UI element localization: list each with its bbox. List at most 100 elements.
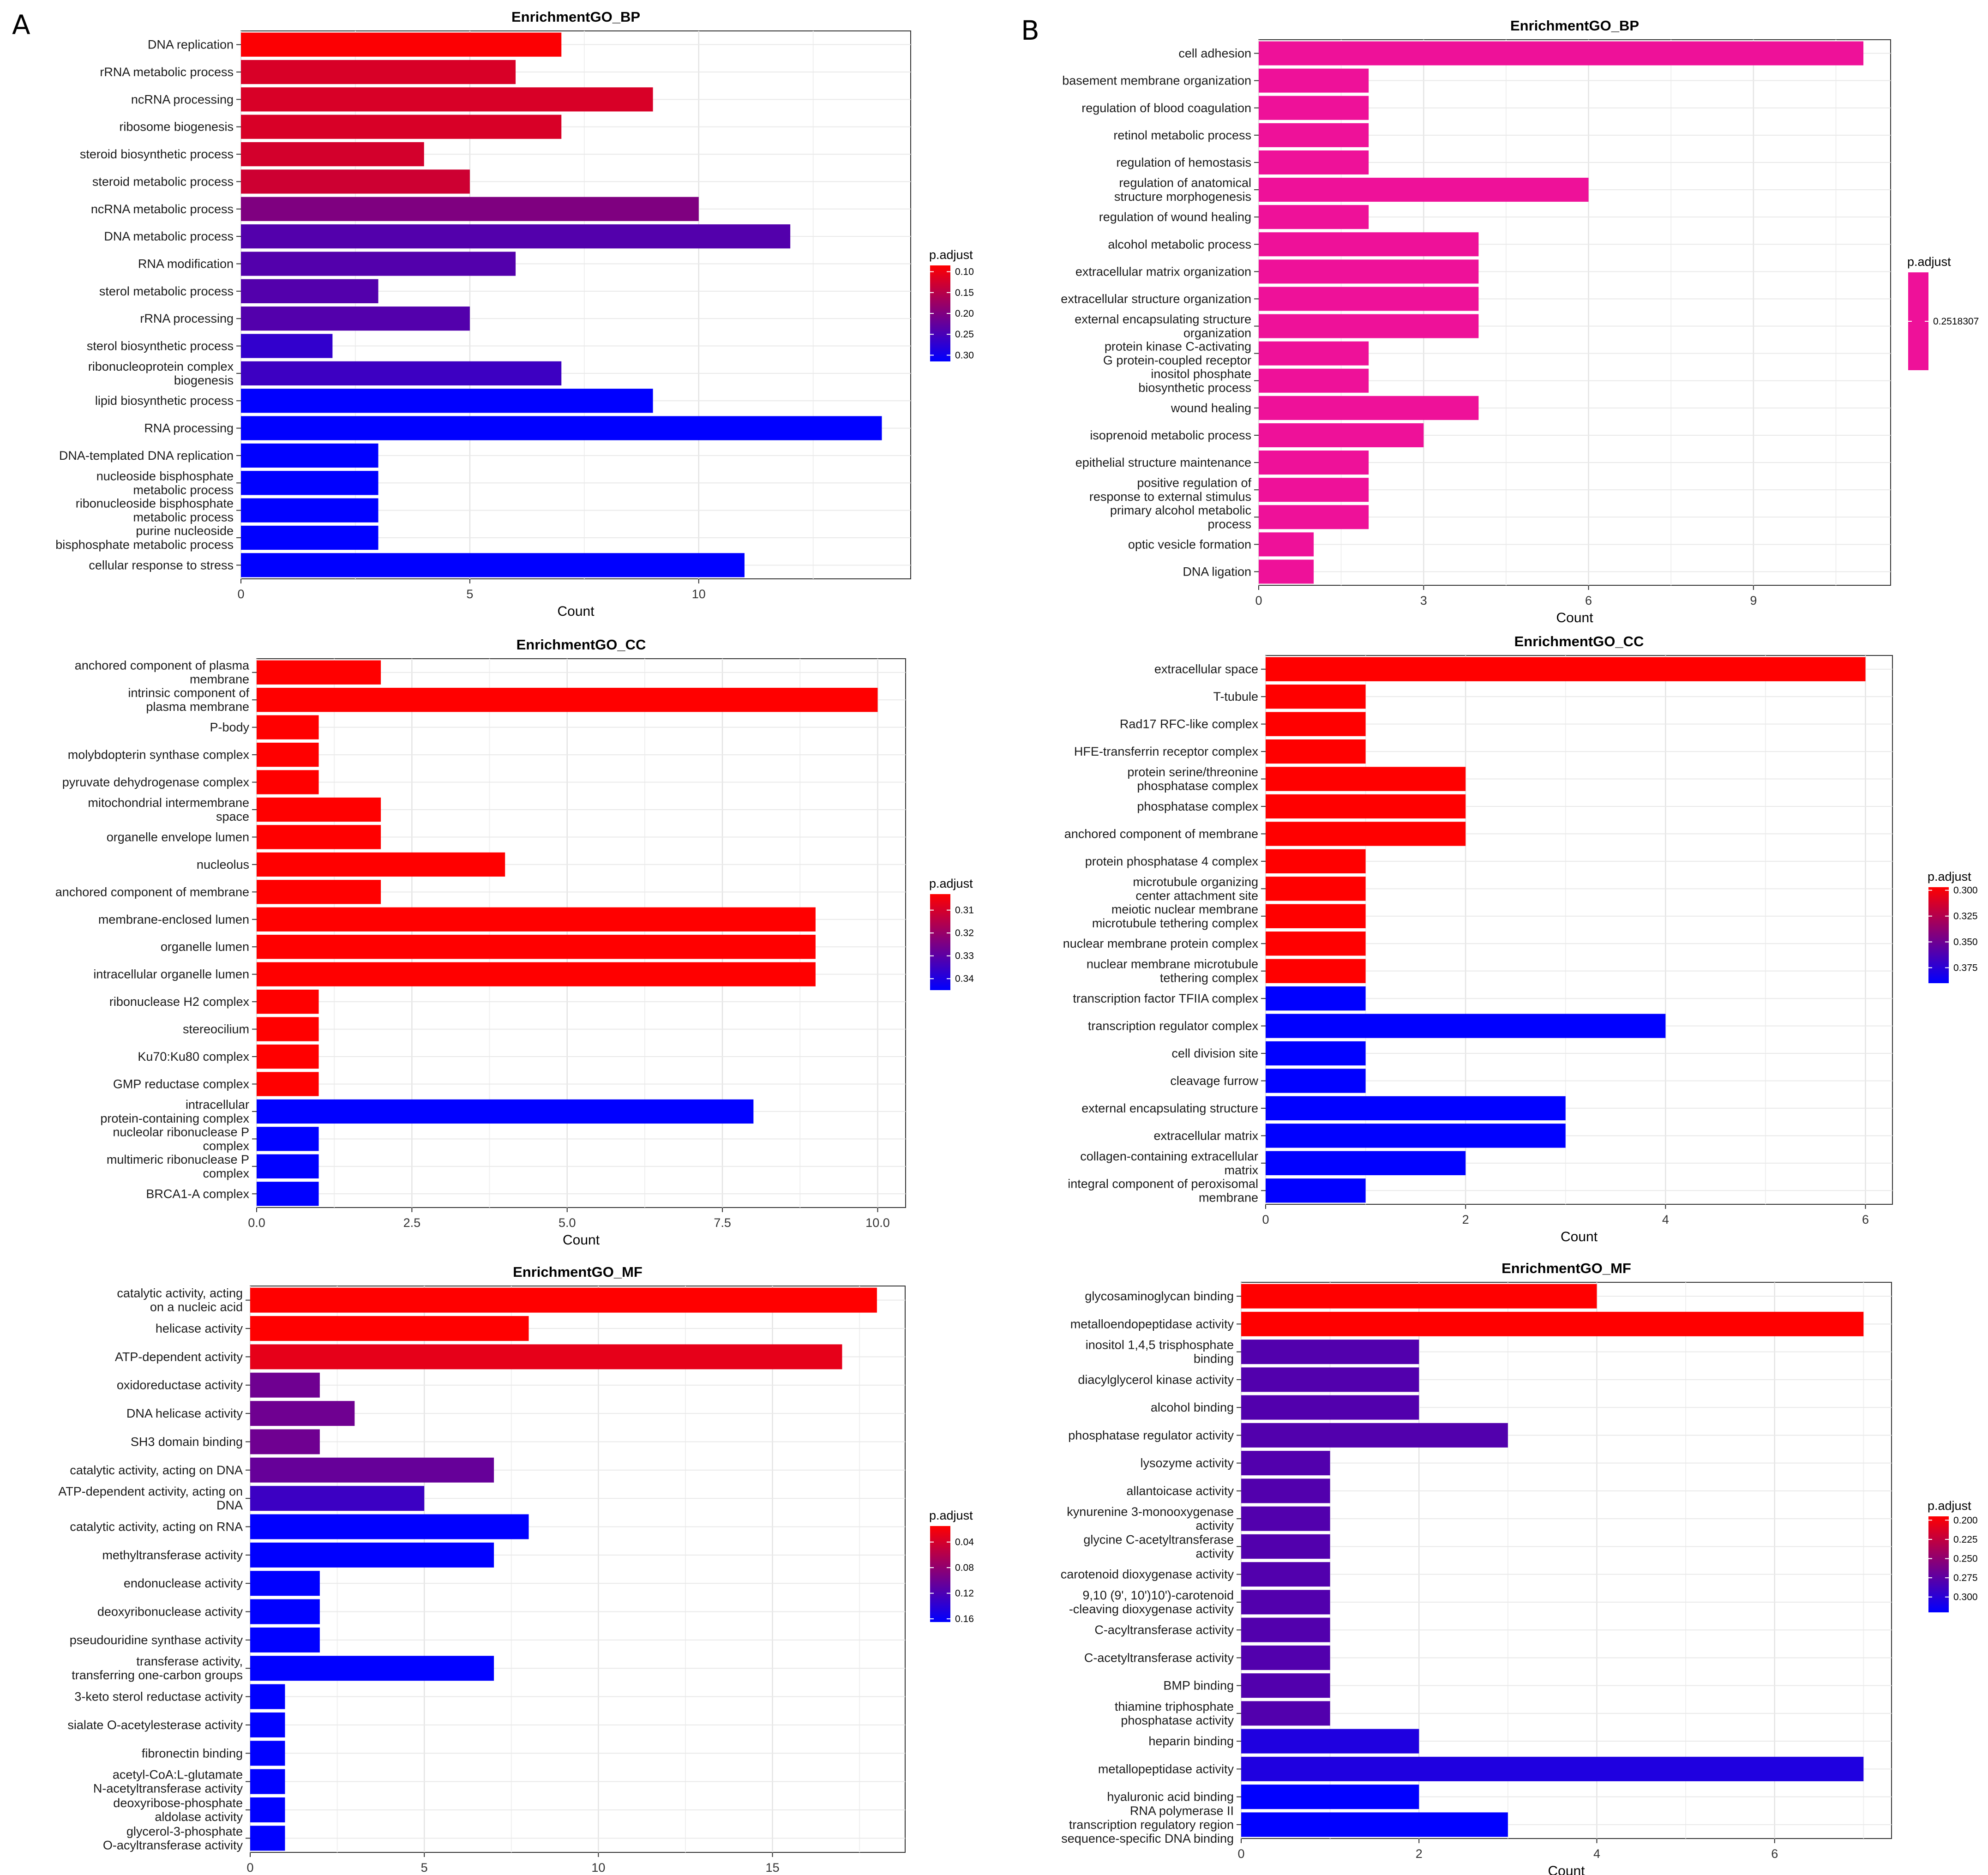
category-label: GMP reductase complex: [113, 1077, 250, 1091]
bar: [250, 1316, 529, 1341]
category-label: steroid biosynthetic process: [80, 147, 234, 161]
bar: [1266, 959, 1366, 983]
legend-tick-label: 0.10: [955, 267, 974, 277]
bar: [1259, 451, 1369, 475]
x-tick-label: 0: [246, 1861, 253, 1875]
bar: [250, 1741, 285, 1766]
bar: [257, 770, 319, 794]
category-label: P-body: [210, 721, 249, 734]
legend-tick-label: 0.350: [1953, 937, 1978, 948]
category-label: lipid biosynthetic process: [95, 394, 234, 408]
legend-tick-label: 0.300: [1953, 1592, 1978, 1603]
category-label: molybdopterin synthase complex: [68, 748, 250, 762]
category-label: pyruvate dehydrogenase complex: [62, 775, 250, 789]
bar: [1259, 314, 1479, 338]
legend-tick-label: 0.08: [955, 1562, 974, 1573]
category-label: sialate O-acetylesterase activity: [67, 1718, 243, 1732]
category-label: phosphatase complex: [1137, 799, 1258, 813]
category-label: protein serine/threonine phosphatase comp…: [1127, 765, 1258, 793]
category-label: transcription factor TFIIA complex: [1073, 992, 1258, 1005]
legend-title: p.adjust: [929, 248, 973, 262]
bar: [250, 1769, 285, 1794]
legend-tick-label: 0.275: [1953, 1573, 1978, 1583]
category-label: inositol phosphate biosynthetic process: [1138, 367, 1251, 395]
x-tick-label: 10.0: [865, 1216, 890, 1230]
x-tick-label: 5: [421, 1861, 428, 1875]
bar: [1241, 1478, 1330, 1503]
category-label: purine nucleoside bisphosphate metabolic …: [55, 524, 234, 552]
x-tick-label: 10: [591, 1861, 605, 1875]
bar: [1241, 1729, 1419, 1754]
plot-panel: [1265, 655, 1893, 1205]
bar: [1259, 96, 1369, 120]
bar: [257, 825, 381, 849]
category-label: inositol 1,4,5 trisphosphate binding: [1086, 1338, 1234, 1366]
category-label: rRNA processing: [140, 312, 234, 325]
category-label: T-tubule: [1213, 690, 1258, 703]
bar: [1241, 1340, 1419, 1364]
chart-b-cc: extracellular space T-tubule Rad17 RFC-lik…: [1063, 633, 1978, 1244]
category-label: cleavage furrow: [1170, 1074, 1258, 1088]
bar: [250, 1797, 285, 1822]
bar: [257, 989, 319, 1014]
category-label: helicase activity: [156, 1322, 243, 1335]
bar: [257, 1154, 319, 1178]
bar: [250, 1287, 877, 1313]
bar: [241, 224, 791, 249]
category-label: integral component of peroxisomal membran…: [1068, 1177, 1258, 1204]
bar: [257, 962, 816, 986]
bar: [1241, 1395, 1419, 1420]
bar: [1259, 341, 1369, 366]
x-tick-label: 3: [1420, 594, 1427, 607]
x-tick-label: 0: [237, 587, 244, 601]
bar: [1241, 1673, 1330, 1698]
bar: [1259, 505, 1369, 529]
legend-tick-label: 0.04: [955, 1537, 974, 1548]
category-label: cell adhesion: [1178, 47, 1251, 60]
category-label: nucleolus: [197, 858, 249, 871]
x-tick-label: 5.0: [559, 1216, 576, 1230]
bar: [241, 498, 378, 523]
category-label: RNA processing: [144, 421, 234, 435]
legend-title: p.adjust: [929, 877, 973, 890]
bar: [1266, 931, 1366, 956]
bar: [241, 142, 424, 167]
category-label: anchored component of plasma membrane: [75, 659, 250, 686]
bar: [1241, 1701, 1330, 1726]
category-label: transcription regulator complex: [1088, 1019, 1259, 1033]
bar: [1266, 739, 1366, 764]
bar: [1241, 1756, 1864, 1781]
category-label: regulation of blood coagulation: [1081, 101, 1251, 115]
chart-title: EnrichmentGO_BP: [1510, 18, 1639, 34]
bar: [250, 1684, 285, 1709]
x-tick-label: 5: [466, 587, 473, 601]
bar: [250, 1656, 494, 1681]
legend-tick-label: 0.16: [955, 1614, 974, 1624]
category-label: stereocilium: [183, 1022, 249, 1036]
category-label: deoxyribonuclease activity: [97, 1605, 243, 1619]
legend-p-adjust: p.adjust 0.2518307: [1907, 255, 1979, 370]
category-label: pseudouridine synthase activity: [70, 1633, 243, 1647]
bar: [241, 553, 745, 577]
x-axis-label: Count: [1556, 610, 1593, 625]
bar: [1259, 259, 1479, 284]
x-tick-label: 4: [1662, 1213, 1669, 1226]
bar: [257, 1072, 319, 1096]
category-label: membrane-enclosed lumen: [98, 913, 249, 926]
bar: [257, 1127, 319, 1151]
category-label: steroid metabolic process: [92, 174, 234, 188]
bar: [1266, 712, 1366, 736]
bar: [250, 1486, 425, 1511]
category-label: regulation of wound healing: [1099, 210, 1251, 224]
category-label: oxidoreductase activity: [117, 1378, 243, 1392]
bar: [257, 880, 381, 904]
category-label: BMP binding: [1163, 1679, 1234, 1693]
legend-title: p.adjust: [1907, 255, 1951, 269]
bar: [1241, 1645, 1330, 1670]
bar: [1241, 1562, 1330, 1587]
category-label: DNA replication: [148, 38, 234, 52]
x-axis-label: Count: [1548, 1863, 1585, 1875]
x-tick-label: 2: [1416, 1847, 1423, 1861]
